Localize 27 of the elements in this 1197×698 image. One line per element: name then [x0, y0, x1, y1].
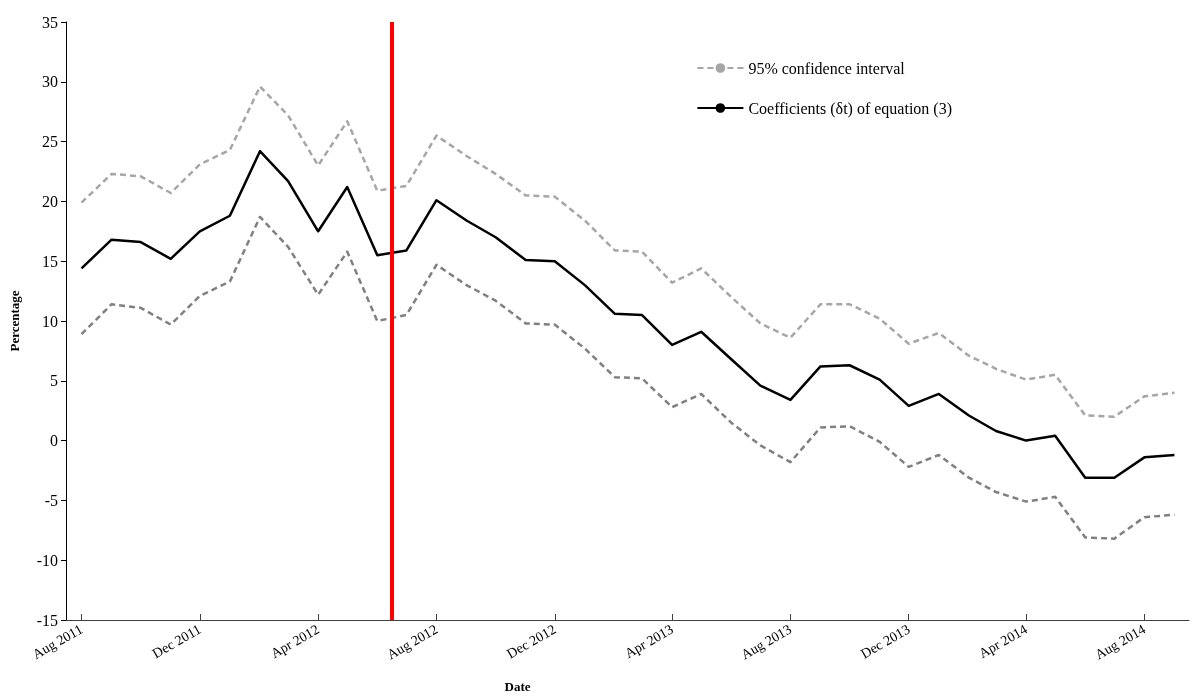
y-tick-label: 20: [42, 192, 58, 210]
legend-label: 95% confidence interval: [748, 59, 906, 77]
y-tick-label: 25: [42, 133, 58, 151]
y-axis-title: Percentage: [7, 290, 22, 352]
x-tick-label: Dec 2012: [504, 621, 559, 662]
x-tick-label: Apr 2014: [976, 621, 1030, 662]
line-series: [80, 149, 1176, 479]
x-tick-label: Aug 2013: [738, 621, 795, 663]
y-tick-label: 10: [42, 312, 58, 330]
x-tick-label: Apr 2013: [622, 621, 676, 662]
x-axis-title: Date: [504, 679, 531, 694]
y-tick-label: -15: [36, 611, 58, 629]
y-tick-label: 15: [42, 252, 58, 270]
line-series: [80, 215, 1176, 540]
x-tick-label: Dec 2011: [149, 621, 204, 662]
y-tick-label: 30: [42, 73, 58, 91]
x-tick-label: Dec 2013: [858, 621, 913, 662]
x-tick-label: Aug 2012: [384, 621, 441, 663]
y-tick-label: -10: [36, 551, 58, 569]
y-tick-label: 35: [42, 13, 58, 31]
y-tick-label: 0: [50, 432, 58, 450]
y-tick-label: 5: [50, 372, 58, 390]
legend-label: Coefficients (δt) of equation (3): [748, 99, 952, 118]
line-series: [80, 85, 1176, 418]
x-tick-label: Aug 2014: [1092, 621, 1149, 663]
x-tick-label: Apr 2012: [268, 621, 322, 662]
y-tick-label: -5: [44, 491, 58, 509]
